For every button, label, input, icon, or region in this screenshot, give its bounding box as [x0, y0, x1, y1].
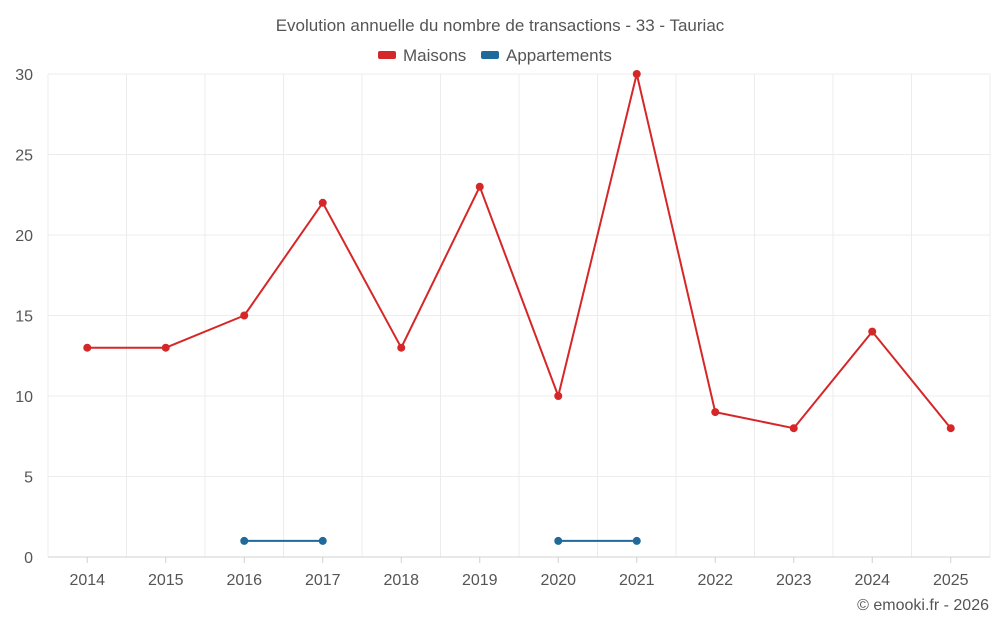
data-point-maisons[interactable] — [946, 424, 955, 433]
x-tick-label: 2019 — [462, 572, 498, 589]
data-point-maisons[interactable] — [711, 408, 720, 417]
credit-text: © emooki.fr - 2026 — [857, 597, 989, 614]
y-tick-label: 0 — [24, 550, 33, 567]
y-tick-label: 20 — [15, 228, 33, 245]
data-point-maisons[interactable] — [397, 343, 406, 352]
data-point-appartements[interactable] — [632, 536, 641, 545]
legend: Maisons Appartements — [378, 46, 612, 65]
data-point-appartements[interactable] — [554, 536, 563, 545]
data-point-maisons[interactable] — [475, 182, 484, 191]
y-tick-label: 15 — [15, 309, 33, 326]
x-tick-label: 2021 — [619, 572, 655, 589]
x-tick-label: 2023 — [776, 572, 812, 589]
series — [83, 70, 955, 545]
series-line-maisons — [87, 73, 952, 430]
x-tick-label: 2020 — [540, 572, 576, 589]
x-tick-label: 2024 — [854, 572, 890, 589]
legend-label-maisons: Maisons — [403, 46, 466, 65]
legend-item-maisons[interactable]: Maisons — [378, 46, 466, 65]
y-tick-label: 25 — [15, 148, 33, 165]
data-point-appartements[interactable] — [240, 536, 249, 545]
x-tick-label: 2016 — [226, 572, 262, 589]
x-tick-label: 2014 — [69, 572, 105, 589]
data-point-maisons[interactable] — [789, 424, 798, 433]
y-tick-label: 10 — [15, 389, 33, 406]
legend-label-appartements: Appartements — [506, 46, 612, 65]
data-point-maisons[interactable] — [318, 198, 327, 207]
legend-item-appartements[interactable]: Appartements — [481, 46, 612, 65]
data-point-maisons[interactable] — [554, 392, 563, 400]
data-point-maisons[interactable] — [240, 311, 249, 320]
data-point-maisons[interactable] — [83, 343, 92, 352]
data-point-appartements[interactable] — [318, 536, 327, 545]
x-tick-label: 2025 — [933, 572, 969, 589]
data-point-maisons[interactable] — [868, 327, 877, 336]
x-tick-label: 2022 — [697, 572, 733, 589]
data-point-maisons[interactable] — [161, 343, 170, 352]
chart-title: Evolution annuelle du nombre de transact… — [276, 16, 725, 35]
x-tick-label: 2015 — [148, 572, 184, 589]
data-point-maisons[interactable] — [632, 70, 641, 78]
grid — [47, 73, 991, 557]
legend-swatch-maisons — [378, 51, 396, 59]
x-tick-label: 2018 — [383, 572, 419, 589]
x-tick-label: 2017 — [305, 572, 341, 589]
y-tick-label: 5 — [24, 470, 33, 487]
legend-swatch-appartements — [481, 51, 499, 59]
y-tick-label: 30 — [15, 67, 33, 84]
